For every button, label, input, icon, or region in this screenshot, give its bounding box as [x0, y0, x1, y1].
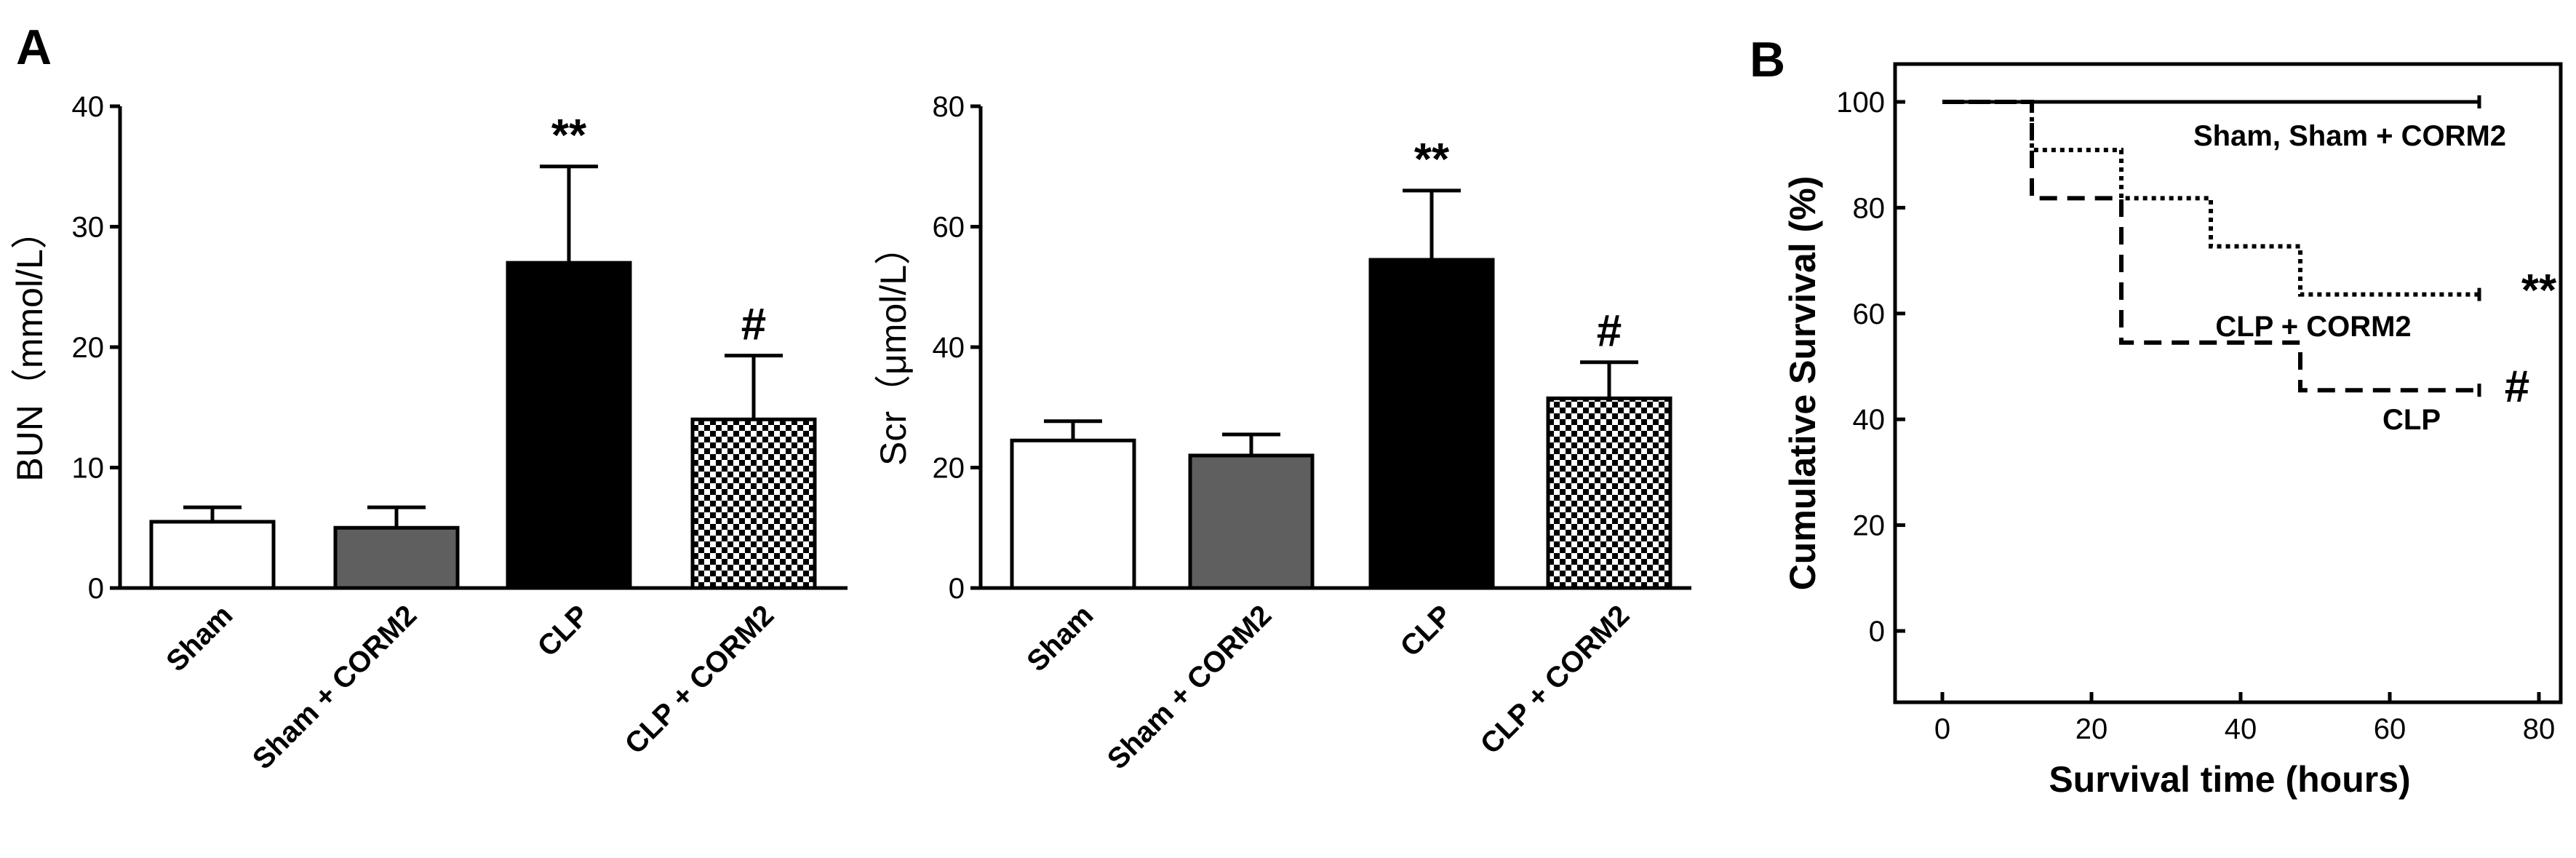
panel-a-label: A — [16, 20, 52, 75]
bar — [1368, 258, 1495, 590]
y-tick-label: 0 — [949, 573, 965, 605]
y-tick-label: 0 — [1869, 616, 1885, 648]
y-tick-label: 20 — [933, 453, 965, 485]
x-tick-label: 40 — [2225, 713, 2257, 745]
x-tick-label: 80 — [2523, 713, 2556, 745]
y-tick-label: 60 — [1853, 298, 1886, 330]
x-axis-label: Survival time (hours) — [2049, 759, 2410, 800]
bar — [1188, 453, 1315, 590]
bar — [1010, 438, 1136, 590]
bar — [1546, 396, 1672, 590]
y-tick-label: 80 — [933, 91, 965, 123]
y-axis-label: BUN（mmol/L） — [9, 212, 50, 481]
y-axis-label: Scr（μmol/L） — [873, 229, 914, 466]
survival-line — [1942, 100, 2479, 393]
category-label: CLP + CORM2 — [619, 599, 781, 760]
significance-label: # — [2505, 362, 2529, 412]
y-tick-label: 80 — [1853, 192, 1886, 224]
y-tick-label: 40 — [1853, 404, 1886, 436]
series-label: Sham, Sham + CORM2 — [2193, 120, 2506, 152]
bun-bar-chart: 0 10 20 30 40 BUN（mmol/L） Sham Sham + CORM2 ** CL… — [9, 91, 848, 776]
significance-label: ** — [1414, 135, 1450, 185]
bar — [333, 525, 460, 590]
y-tick-label: 20 — [72, 332, 105, 364]
significance-label: # — [741, 300, 766, 350]
y-tick-label: 30 — [72, 212, 105, 244]
y-tick-label: 20 — [1853, 510, 1886, 542]
y-tick-label: 60 — [933, 212, 965, 244]
scr-bar-chart: 0 20 40 60 80 Scr（μmol/L） Sham Sham + CORM2 ** CL… — [873, 91, 1691, 776]
x-tick-label: 0 — [1934, 713, 1950, 745]
series-label: CLP + CORM2 — [2215, 311, 2411, 343]
category-label: Sham + CORM2 — [1101, 599, 1278, 776]
y-tick-label: 100 — [1836, 87, 1885, 119]
significance-label: ** — [2521, 266, 2557, 316]
category-label: Sham + CORM2 — [247, 599, 423, 776]
bar — [149, 520, 276, 590]
x-tick-label: 60 — [2374, 713, 2406, 745]
category-label: CLP — [1395, 599, 1459, 663]
significance-label: # — [1597, 306, 1622, 357]
category-label: Sham — [160, 599, 239, 678]
y-tick-label: 0 — [88, 573, 104, 605]
category-label: CLP — [532, 599, 596, 663]
bar — [690, 417, 817, 590]
significance-label: ** — [551, 111, 587, 161]
y-tick-label: 40 — [72, 91, 105, 123]
survival-chart: 0 20 40 60 80 100 0 20 40 60 80 Survival time (hour… — [1782, 62, 2563, 800]
x-tick-label: 20 — [2075, 713, 2108, 745]
y-tick-label: 10 — [72, 453, 105, 485]
series-label: CLP — [2382, 404, 2441, 436]
category-label: CLP + CORM2 — [1475, 599, 1636, 760]
panel-b-label: B — [1750, 32, 1785, 87]
category-label: Sham — [1021, 599, 1099, 678]
y-axis-label: Cumulative Survival (%) — [1782, 176, 1823, 591]
bar — [506, 261, 632, 590]
y-tick-label: 40 — [933, 332, 965, 364]
plot-frame — [1893, 62, 2563, 704]
